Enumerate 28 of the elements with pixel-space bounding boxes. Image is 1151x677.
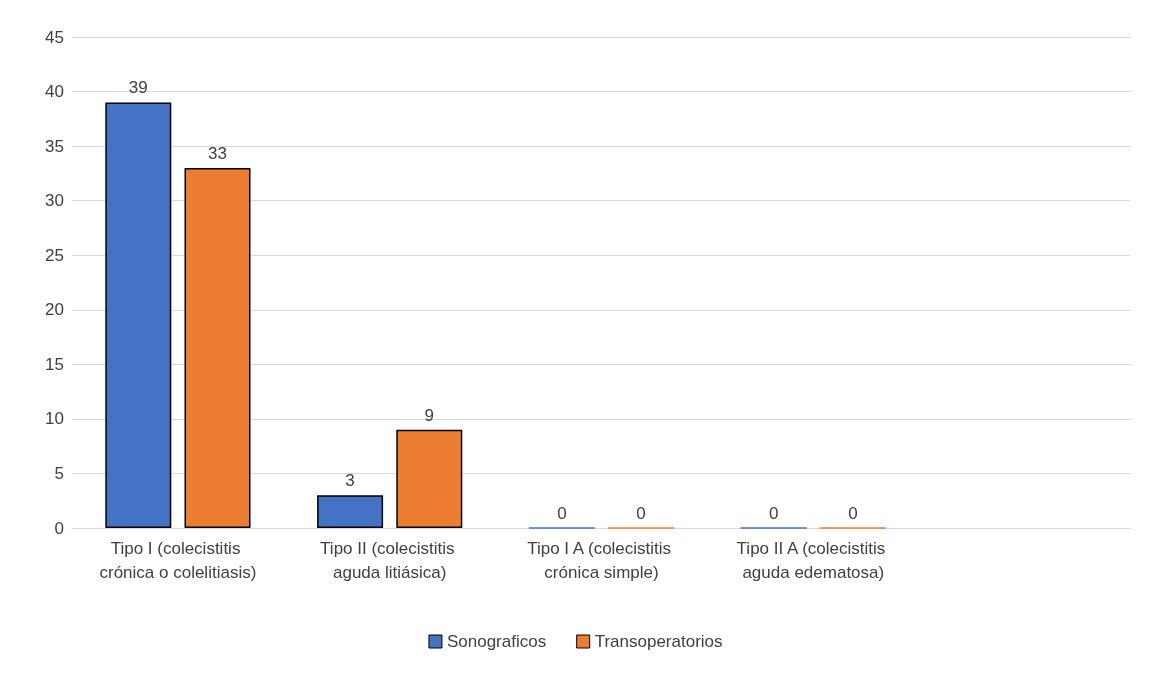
data-label: 39 [128, 78, 148, 98]
y-tick-label: 20 [45, 300, 64, 320]
legend-label: Transoperatorios [594, 632, 723, 651]
bar [105, 102, 172, 528]
y-tick-label: 45 [45, 27, 64, 47]
x-tick-label: Tipo II A (colecistitis aguda edematosa) [736, 538, 890, 582]
data-label: 0 [557, 503, 567, 523]
data-label: 9 [424, 405, 435, 425]
y-tick-label: 5 [54, 463, 64, 483]
bar [396, 429, 463, 528]
y-tick-label: 0 [54, 518, 64, 538]
data-label: 0 [636, 503, 646, 523]
data-label: 33 [208, 143, 227, 163]
y-tick-label: 15 [45, 354, 64, 374]
x-tick-label: Tipo I A (colecistitis crónica simple) [527, 538, 676, 582]
y-tick-label: 35 [45, 136, 64, 156]
x-tick-label: Tipo II (colecistitis aguda litiásica) [320, 538, 460, 582]
y-tick-label: 10 [45, 409, 64, 429]
data-label: 0 [848, 503, 858, 523]
y-tick-label: 40 [45, 82, 64, 102]
data-label: 0 [768, 503, 779, 523]
y-tick-label: 25 [45, 245, 64, 265]
legend-label: Sonograficos [446, 632, 547, 651]
y-tick-label: 30 [45, 191, 64, 211]
bar [317, 495, 384, 528]
data-label: 3 [345, 471, 355, 491]
bar [184, 167, 251, 528]
x-tick-label: Tipo I (colecistitis crónica o colelitiasis) [99, 538, 257, 582]
